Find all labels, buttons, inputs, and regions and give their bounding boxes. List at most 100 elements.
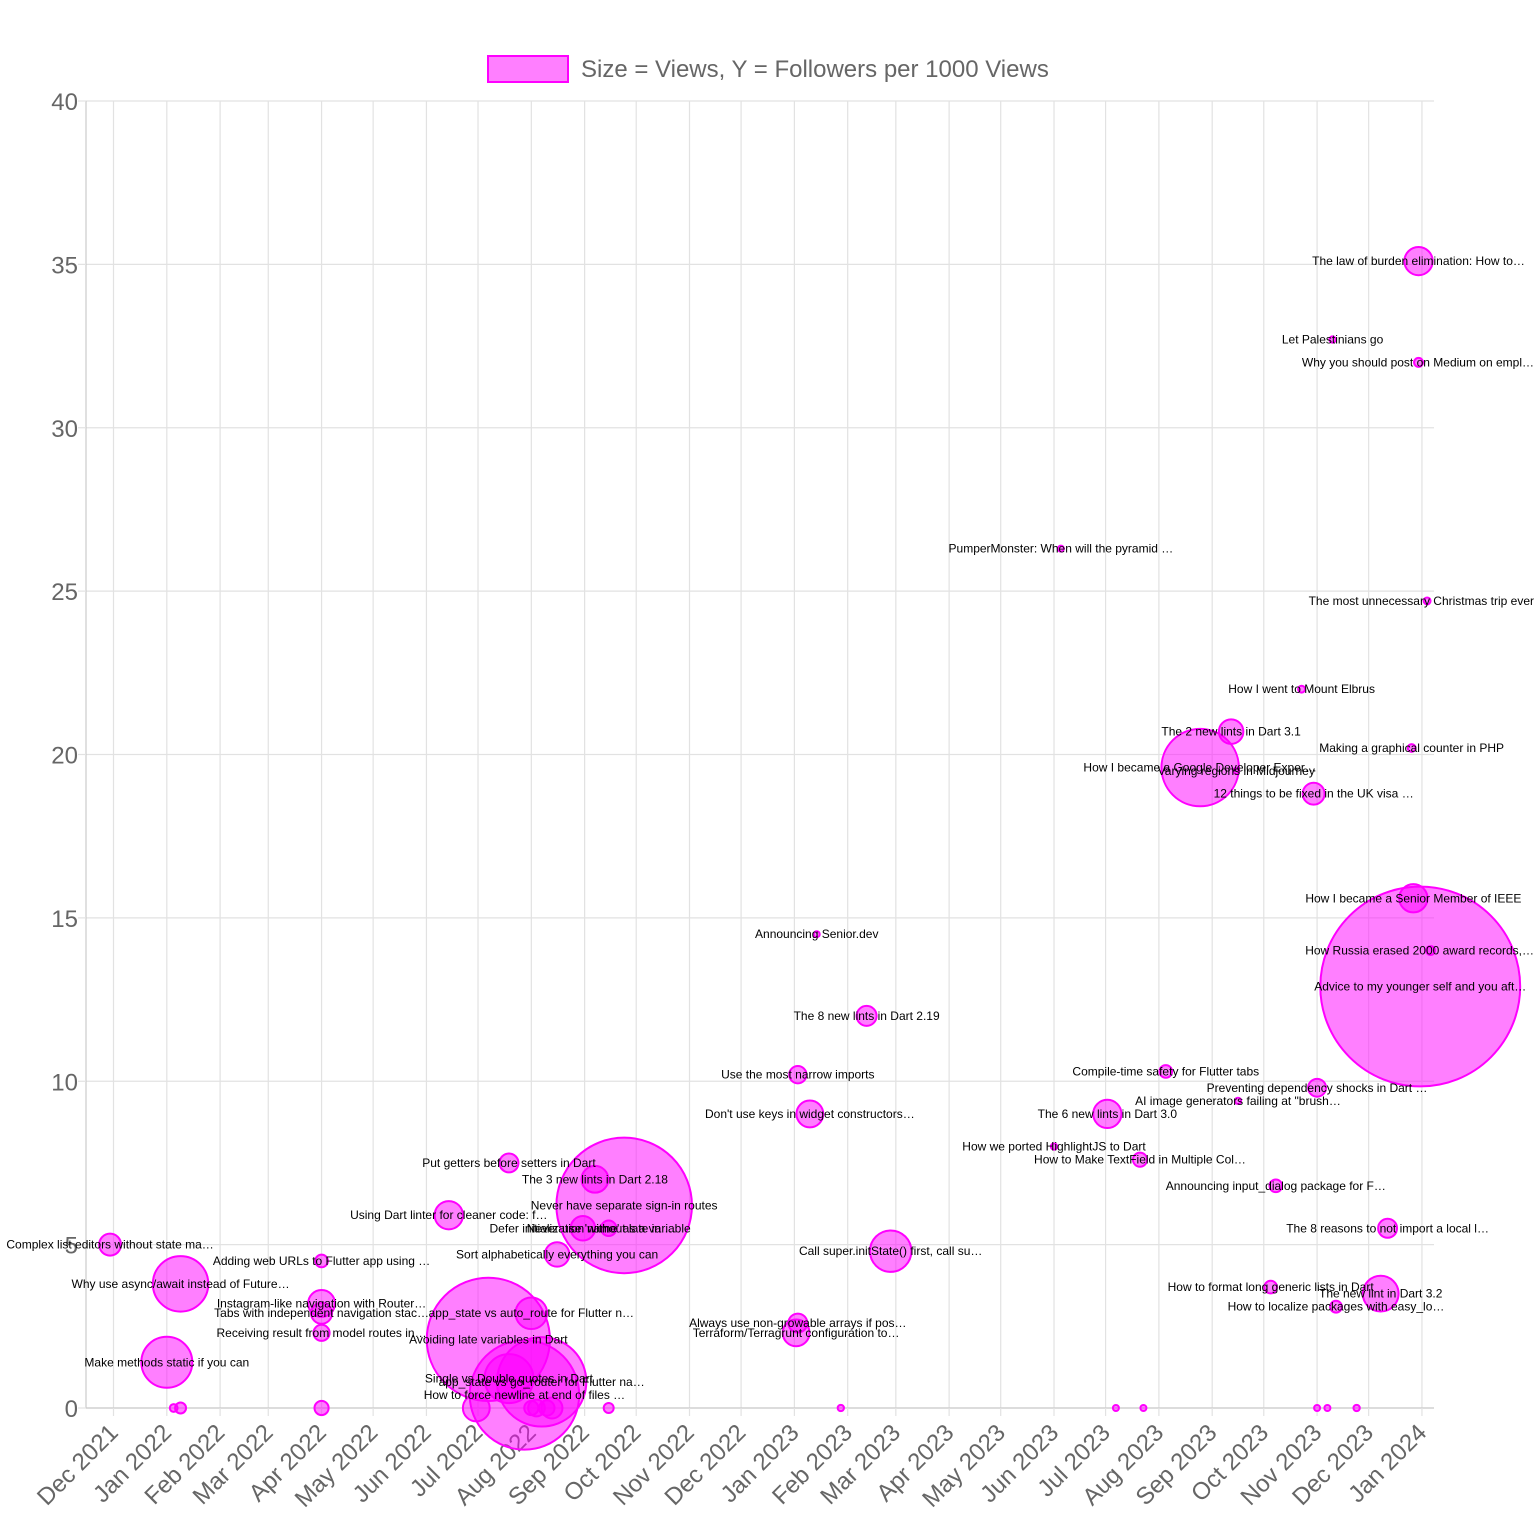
bubble-label: Call super.initState() first, call su… (799, 1244, 982, 1258)
bubble-point[interactable] (168, 1403, 179, 1413)
y-axis: 0 5 10 15 20 25 30 35 40 (51, 89, 86, 1423)
bubble-label: How I became a Google Developer Exper… (1083, 761, 1316, 775)
bubble-label: The most unnecessary Christmas trip ever (1309, 594, 1534, 608)
bubble-point[interactable] (140, 1335, 194, 1389)
bubble-point[interactable] (543, 1241, 571, 1268)
bubble-point[interactable] (836, 1403, 845, 1413)
bubble-label: Instagram-like navigation with Router… (217, 1296, 426, 1310)
y-tick-label: 20 (51, 743, 78, 770)
bubble-point[interactable] (538, 1399, 556, 1417)
bubble-point[interactable] (1425, 945, 1437, 957)
bubble-point[interactable] (314, 1253, 329, 1269)
bubble-point[interactable] (1139, 1404, 1148, 1412)
bubble-point[interactable] (1049, 1142, 1059, 1151)
bubble-label: The new lint in Dart 3.2 (1319, 1287, 1443, 1301)
bubble-label: 12 things to be fixed in the UK visa … (1214, 787, 1414, 801)
bubble-point[interactable] (1232, 766, 1241, 775)
bubble-label: How to force newline at end of files … (424, 1388, 625, 1402)
bubble-point[interactable] (580, 1164, 610, 1194)
bubble-label: Using Dart linter for cleaner code: f… (350, 1208, 547, 1222)
bubble-point[interactable] (1403, 245, 1434, 277)
bubble-label: How to localize packages with easy_lo… (1228, 1300, 1445, 1314)
bubble-point[interactable] (1297, 684, 1307, 694)
bubble-label: Making a graphical counter in PHP (1319, 741, 1504, 755)
bubble-label: The 8 reasons to not import a local l… (1286, 1221, 1489, 1235)
bubble-label: How we ported HighlightJS to Dart (962, 1140, 1146, 1154)
bubble-point[interactable] (1361, 1274, 1400, 1313)
bubble-point[interactable] (310, 1301, 334, 1325)
bubble-label: The 6 new lints in Dart 3.0 (1038, 1107, 1178, 1121)
bubble-point[interactable] (795, 1099, 825, 1129)
bubble-point[interactable] (868, 1229, 913, 1273)
bubble-label: Never use 'name' as a variable (527, 1221, 691, 1235)
bubble-point[interactable] (855, 1004, 878, 1027)
bubble-point[interactable] (498, 1152, 520, 1174)
bubble-label: app_state vs go_router for Flutter na… (439, 1375, 645, 1389)
bubble-label: Receiving result from model routes in… (217, 1326, 427, 1340)
bubble-label: The 8 new lints in Dart 2.19 (794, 1009, 940, 1023)
bubble-point[interactable] (788, 1065, 808, 1085)
bubble-point[interactable] (312, 1323, 331, 1342)
bubble-point[interactable] (1328, 335, 1337, 344)
bubble-label: Make methods static if you can (84, 1355, 249, 1369)
bubble-label: PumperMonster: When will the pyramid … (949, 542, 1174, 556)
y-tick-label: 5 (65, 1233, 78, 1260)
bubble-point[interactable] (1131, 1151, 1149, 1168)
bubble-point[interactable] (151, 1255, 210, 1313)
legend[interactable]: Size = Views, Y = Followers per 1000 Vie… (487, 55, 1049, 83)
bubble-point[interactable] (313, 1399, 330, 1417)
bubble-point[interactable] (461, 1393, 491, 1423)
bubble-label: How to Make TextField in Multiple Col… (1034, 1153, 1246, 1167)
bubble-label: Put getters before setters in Dart (422, 1156, 596, 1170)
bubble-point[interactable] (1158, 1064, 1174, 1079)
bubble-point[interactable] (1398, 883, 1429, 914)
bubble-point[interactable] (1056, 544, 1065, 553)
bubble-point[interactable] (1268, 1178, 1284, 1194)
bubble-point[interactable] (1263, 1279, 1278, 1295)
bubble-point[interactable] (483, 1353, 535, 1405)
bubble-point[interactable] (433, 1200, 464, 1231)
bubble-label: Compile-time safety for Flutter tabs (1072, 1064, 1259, 1078)
bubble-label: Terraform/Terragrunt configuration to… (693, 1326, 900, 1340)
y-tick-label: 35 (51, 252, 78, 279)
bubble-point[interactable] (1301, 781, 1326, 806)
bubble-point[interactable] (1329, 1299, 1343, 1314)
bubble-point[interactable] (1352, 1403, 1361, 1413)
bubble-point[interactable] (1307, 1077, 1328, 1098)
bubble-point[interactable] (812, 930, 821, 939)
bubble-label: Adding web URLs to Flutter app using … (213, 1254, 430, 1268)
bubble-point[interactable] (1406, 743, 1417, 753)
bubble-point[interactable] (1160, 727, 1240, 808)
bubble-label: Let Palestinians go (1282, 333, 1384, 347)
bubble-label: How I went to Mount Elbrus (1228, 682, 1375, 696)
bubble-point[interactable] (1413, 356, 1424, 368)
bubble-point[interactable] (1323, 1404, 1332, 1412)
bubble-point[interactable] (98, 1232, 123, 1257)
bubble-point[interactable] (569, 1215, 597, 1242)
y-tick-label: 10 (51, 1069, 78, 1096)
legend-swatch (487, 55, 569, 83)
bubble-point[interactable] (1422, 596, 1432, 606)
bubble-point[interactable] (787, 1312, 809, 1334)
bubble-label: AI image generators failing at "brush… (1135, 1094, 1341, 1108)
bubble-point[interactable] (1217, 718, 1245, 745)
bubble-point[interactable] (602, 1402, 615, 1414)
bubble-label: Always use non-growable arrays if pos… (689, 1316, 906, 1330)
y-tick-label: 15 (51, 906, 78, 933)
y-tick-label: 30 (51, 416, 78, 443)
bubble-point[interactable] (514, 1296, 549, 1331)
bubble-label: Don't use keys in widget constructors… (705, 1107, 915, 1121)
bubble-label: Why use async/await instead of Future… (72, 1277, 290, 1291)
bubble-label: Avoiding late variables in Dart (409, 1332, 568, 1346)
bubble-point[interactable] (1111, 1404, 1120, 1412)
bubble-point[interactable] (1377, 1217, 1399, 1239)
bubble-point[interactable] (1313, 1404, 1322, 1412)
bubble-point[interactable] (599, 1219, 618, 1238)
bubble-label: How Russia erased 2000 award records,… (1305, 944, 1534, 958)
bubble-point[interactable] (523, 1399, 540, 1417)
bubble-point[interactable] (1233, 1096, 1243, 1106)
bubble-point[interactable] (1092, 1098, 1123, 1130)
bubble-label: Use the most narrow imports (721, 1068, 874, 1082)
